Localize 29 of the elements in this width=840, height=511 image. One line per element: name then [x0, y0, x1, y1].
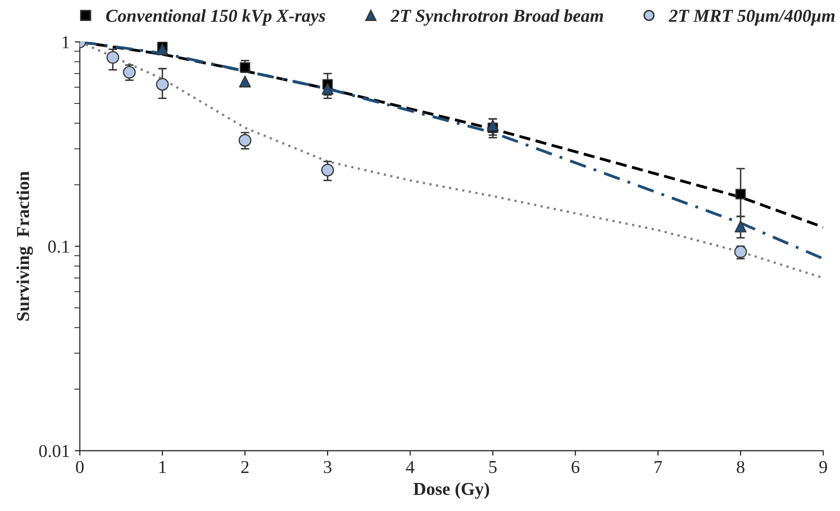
- x-axis-title: Dose (Gy): [413, 482, 490, 499]
- y-tick-label: 1: [62, 36, 69, 48]
- y-tick-label: 0.1: [48, 240, 69, 253]
- point: [238, 134, 252, 147]
- x-tick-label: 7: [654, 461, 662, 473]
- point: [486, 120, 499, 132]
- point: [156, 78, 169, 91]
- x-tick-label: 8: [736, 460, 744, 474]
- x-tick-label: 9: [819, 460, 827, 474]
- legend-label: 2T Synchrotron Broad beam: [390, 9, 604, 26]
- legend-label: Conventional 150 kVp X-rays: [106, 9, 326, 26]
- x-tick-label: 5: [489, 461, 497, 474]
- legend-label: 2T MRT 50μm/400μm: [668, 10, 835, 26]
- point: [734, 220, 747, 232]
- point: [156, 43, 168, 56]
- x-tick-label: 4: [406, 461, 414, 473]
- x-tick-label: 3: [324, 460, 332, 474]
- point: [106, 51, 120, 64]
- point: [240, 62, 250, 73]
- x-tick-label: 2: [241, 460, 249, 473]
- x-tick-label: 6: [572, 460, 580, 474]
- y-axis-title: Surviving Fraction: [16, 171, 33, 321]
- x-tick-label: 1: [159, 461, 166, 473]
- y-tick-label: 0.01: [39, 444, 69, 458]
- point: [239, 76, 251, 88]
- point: [322, 82, 334, 95]
- x-tick-label: 0: [76, 460, 84, 474]
- point: [321, 164, 334, 176]
- point: [735, 188, 746, 200]
